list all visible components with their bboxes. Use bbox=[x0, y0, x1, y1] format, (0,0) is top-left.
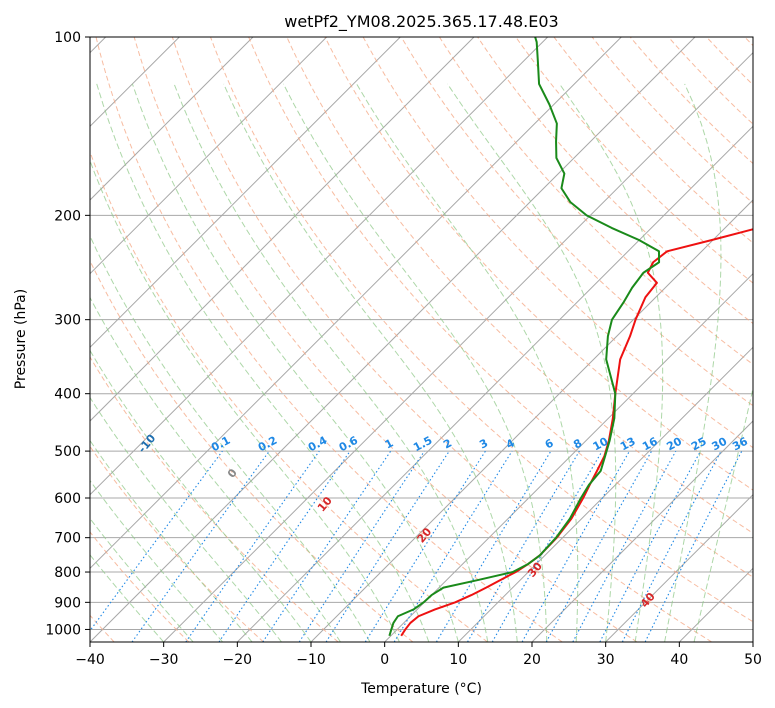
mixing-ratio-label: 30 bbox=[710, 435, 730, 454]
sounding-series bbox=[388, 37, 753, 637]
mixing-ratio-line bbox=[364, 450, 486, 642]
dry-adiabat-line bbox=[248, 37, 753, 578]
moist-adiabat-line bbox=[90, 517, 194, 642]
isotherm-line bbox=[90, 37, 475, 422]
y-axis-title: Pressure (hPa) bbox=[13, 289, 29, 389]
dry-adiabat-line bbox=[400, 37, 753, 407]
mixing-ratio-label: 20 bbox=[664, 435, 684, 454]
mixing-ratio-line bbox=[545, 450, 653, 642]
moist-adiabat-line bbox=[90, 234, 371, 642]
dry-adiabat-line bbox=[439, 37, 753, 366]
moist-adiabat-line bbox=[356, 83, 579, 642]
isotherm-line bbox=[90, 37, 328, 275]
mixing-ratio-line bbox=[325, 450, 450, 642]
isotherm-line bbox=[531, 420, 753, 642]
dry-adiabat-line bbox=[591, 37, 753, 204]
chart-title: wetPf2_YM08.2025.365.17.48.E03 bbox=[284, 12, 558, 32]
moist-adiabat-line bbox=[447, 83, 617, 642]
dry-adiabat-line bbox=[553, 37, 753, 244]
x-tick-label: 50 bbox=[744, 652, 762, 668]
dry-adiabat-line bbox=[286, 37, 753, 534]
moist-adiabat-line bbox=[96, 83, 430, 642]
moist-adiabat-line bbox=[90, 554, 165, 642]
dry-adiabat-line bbox=[90, 259, 414, 642]
x-tick-label: −20 bbox=[223, 652, 253, 668]
isotherm-line bbox=[457, 346, 753, 642]
moist-adiabat-line bbox=[90, 159, 400, 642]
dry-adiabat-line bbox=[171, 37, 712, 642]
x-tick-label: 30 bbox=[597, 652, 615, 668]
isotherm-line bbox=[90, 37, 622, 570]
moist-adiabats bbox=[90, 83, 753, 642]
mixing-ratio-line bbox=[491, 450, 603, 642]
mixing-ratio-line bbox=[572, 450, 677, 642]
isotherm-line bbox=[90, 37, 401, 349]
dry-adiabat-line bbox=[90, 531, 190, 642]
mixing-ratio-line bbox=[185, 450, 320, 642]
y-tick-label: 500 bbox=[54, 444, 81, 460]
mixing-ratio-line bbox=[467, 450, 580, 642]
moist-adiabat-line bbox=[131, 83, 459, 642]
isotherm-line bbox=[605, 493, 753, 642]
y-tick-label: 800 bbox=[54, 565, 81, 581]
y-tick-label: 100 bbox=[54, 30, 81, 46]
dry-adiabat-line bbox=[362, 37, 753, 449]
moist-adiabat-line bbox=[559, 83, 664, 642]
y-tick-label: 200 bbox=[54, 208, 81, 224]
mixing-ratio-label: 16 bbox=[640, 435, 660, 454]
plot-frame bbox=[89, 36, 754, 643]
y-tick-label: 1000 bbox=[45, 622, 81, 638]
x-tick-label: −40 bbox=[75, 652, 105, 668]
mixing-ratio-line bbox=[435, 450, 552, 642]
moist-adiabat-line bbox=[90, 296, 341, 642]
moist-adiabat-line bbox=[693, 386, 753, 642]
axes: −40 −30 −20 −10 0 10 20 30 40 50 100 200 300 400 500 60… bbox=[45, 30, 762, 668]
dry-adiabats bbox=[90, 37, 753, 642]
moist-adiabat-line bbox=[90, 479, 223, 642]
mixing-ratio-label: 36 bbox=[730, 435, 750, 454]
mixing-ratio-line bbox=[131, 450, 270, 642]
moist-adiabat-line bbox=[664, 83, 722, 642]
y-tick-label: 600 bbox=[54, 491, 81, 507]
mixing-ratio-label: 25 bbox=[689, 435, 709, 454]
dry-adiabat-line bbox=[90, 150, 488, 642]
temperature-line bbox=[400, 228, 753, 637]
x-tick-label: −10 bbox=[296, 652, 326, 668]
isobar-grid bbox=[90, 37, 753, 630]
mixing-ratio-line bbox=[90, 450, 223, 632]
dry-adiabat-line bbox=[133, 37, 638, 642]
mixing-ratio-line bbox=[218, 450, 351, 642]
isotherm-line bbox=[90, 37, 696, 642]
dry-adiabat-line bbox=[324, 37, 753, 491]
mixing-ratio-line bbox=[521, 450, 630, 642]
y-tick-label: 300 bbox=[54, 313, 81, 329]
x-tick-label: 20 bbox=[523, 652, 541, 668]
mixing-ratio-label: 13 bbox=[618, 435, 638, 454]
isotherm-line bbox=[90, 37, 549, 496]
plot-area: 0.10.20.40.611.52346810131620253036-100-… bbox=[90, 37, 753, 642]
dry-adiabat-line bbox=[210, 37, 753, 623]
x-tick-label: 40 bbox=[670, 652, 688, 668]
isotherm-line bbox=[90, 37, 254, 201]
x-tick-label: 0 bbox=[380, 652, 389, 668]
moist-adiabat-line bbox=[223, 83, 518, 642]
dewpoint-line bbox=[388, 37, 661, 637]
moist-adiabat-line bbox=[90, 349, 312, 642]
x-axis-title: Temperature (°C) bbox=[360, 681, 482, 697]
isotherm-line bbox=[384, 272, 753, 642]
y-tick-label: 900 bbox=[54, 595, 81, 611]
moist-adiabat-line bbox=[173, 83, 489, 642]
x-tick-label: −30 bbox=[149, 652, 179, 668]
dry-adiabat-line bbox=[95, 37, 563, 642]
x-tick-label: 10 bbox=[449, 652, 467, 668]
y-tick-label: 700 bbox=[54, 531, 81, 547]
y-tick-label: 400 bbox=[54, 387, 81, 403]
moist-adiabat-line bbox=[282, 83, 548, 642]
dry-adiabat-line bbox=[477, 37, 753, 325]
